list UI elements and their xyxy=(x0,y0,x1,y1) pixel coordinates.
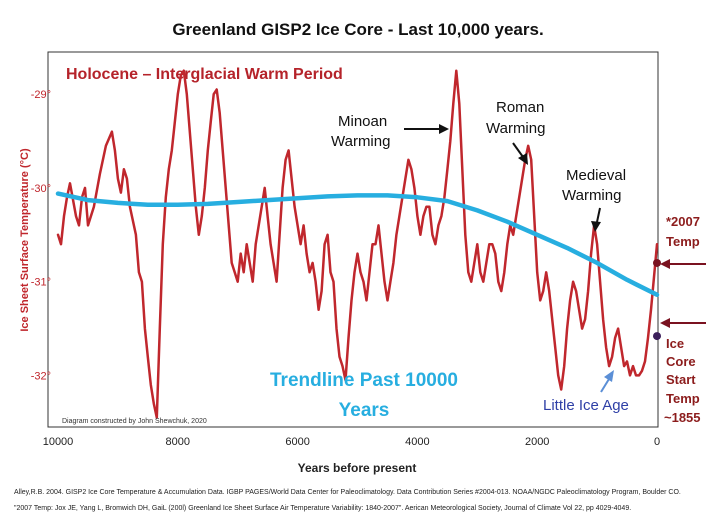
y-tick-label: -31° xyxy=(31,277,51,289)
medieval-label-line2: Warming xyxy=(562,187,621,204)
y-axis-label: Ice Sheet Surface Temperature (°C) xyxy=(19,148,31,332)
start-temp-line3: Start xyxy=(666,372,696,387)
medieval-label-line1: Medieval xyxy=(566,167,626,184)
marker-start-temp xyxy=(653,332,661,341)
temp-2007-line2: Temp xyxy=(666,234,700,249)
chart-title: Greenland GISP2 Ice Core - Last 10,000 y… xyxy=(172,20,543,39)
plot-frame xyxy=(47,51,659,428)
y-tick-labels: -29° -30° -31° -32° xyxy=(31,89,51,382)
temperature-series-line xyxy=(56,69,659,419)
trendline-label-line2: Years xyxy=(339,400,390,421)
start-temp-arrow-icon xyxy=(660,318,706,328)
x-tick-label: 4000 xyxy=(405,436,429,448)
y-tick-label: -30° xyxy=(31,183,51,195)
y-tick-label: -32° xyxy=(31,370,51,382)
x-axis-label: Years before present xyxy=(298,461,417,475)
medieval-arrow-icon xyxy=(591,207,601,232)
trendline-series-line xyxy=(55,191,660,298)
series-layer xyxy=(55,69,661,419)
marker-2007-temp xyxy=(653,258,661,267)
little-ice-age-arrow-icon xyxy=(600,370,614,393)
minoan-label-line1: Minoan xyxy=(338,113,387,130)
roman-arrow-icon xyxy=(512,142,528,165)
x-tick-label: 0 xyxy=(654,436,660,448)
start-temp-line2: Core xyxy=(666,354,696,369)
subtitle-holocene: Holocene – Interglacial Warm Period xyxy=(66,66,343,83)
x-tick-label: 2000 xyxy=(525,436,549,448)
little-ice-age-label: Little Ice Age xyxy=(543,397,629,414)
temp-2007-arrow-icon xyxy=(660,259,706,269)
credit-text: Diagram constructed by John Shewchuk, 20… xyxy=(62,418,207,425)
footer-citation-1: Alley,R.B. 2004. GISP2 Ice Core Temperat… xyxy=(14,489,681,496)
roman-label-line1: Roman xyxy=(496,99,544,116)
start-temp-line5: ~1855 xyxy=(664,410,701,425)
start-temp-line1: Ice xyxy=(666,336,684,351)
x-tick-label: 8000 xyxy=(166,436,190,448)
start-temp-line4: Temp xyxy=(666,391,700,406)
trendline-label-line1: Trendline Past 10000 xyxy=(270,370,458,391)
footer-citation-2: "2007 Temp: Jox JE, Yang L, Bromwich DH,… xyxy=(14,505,631,512)
x-tick-label: 6000 xyxy=(285,436,309,448)
x-tick-labels: 10000 8000 6000 4000 2000 0 xyxy=(43,436,660,448)
roman-label-line2: Warming xyxy=(486,120,545,137)
minoan-label-line2: Warming xyxy=(331,133,390,150)
minoan-arrow-icon xyxy=(404,124,449,134)
temp-2007-line1: *2007 xyxy=(666,214,700,229)
x-tick-label: 10000 xyxy=(43,436,74,448)
y-tick-label: -29° xyxy=(31,89,51,101)
